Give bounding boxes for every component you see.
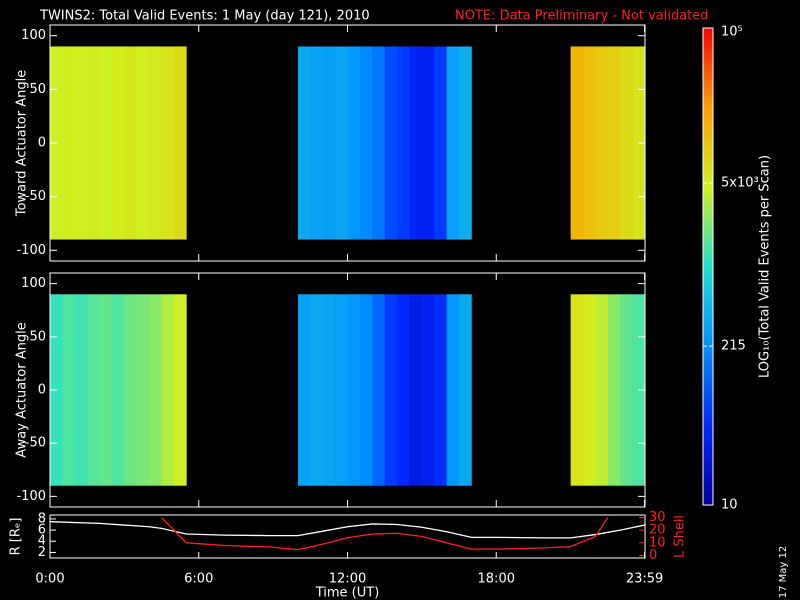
date-stamp: 17 May 12 [778,546,789,598]
heat-cell [347,294,361,486]
heat-cell [372,46,385,240]
heat-cell [620,294,633,486]
heat-cell [434,294,447,486]
heat-cell [409,46,423,240]
heat-cell [359,294,373,486]
heat-cell [322,46,336,240]
heat-cell [310,294,324,486]
title: TWINS2: Total Valid Events: 1 May (day 1… [39,9,370,24]
heat-cell [335,294,348,486]
heat-cell [583,46,596,240]
y-tick-label: 50 [29,82,46,97]
heat-cell [161,294,175,486]
note: NOTE: Data Preliminary - Not validated [455,9,709,24]
heat-cell [161,46,175,240]
heat-cell [607,294,621,486]
heat-cell [87,46,100,240]
x-tick-label: 12:00 [329,572,366,587]
colorbar-tick-label: 215 [721,339,746,354]
heat-cell [74,46,88,240]
heat-cell [570,46,584,240]
heat-cell [111,46,125,240]
heat-cell [607,46,621,240]
y-tick-label: 0 [38,136,46,151]
heat-cell [421,294,435,486]
colorbar [702,27,714,506]
x-tick-label: 0:00 [35,572,64,587]
heat-cell [409,294,423,486]
y-tick-label: 100 [21,276,46,291]
heat-cell [446,46,460,240]
y2-tick-label: 10 [649,535,666,550]
y-tick-label: 8 [38,511,46,526]
heat-cell [570,294,584,486]
heat-cell [136,294,150,486]
colorbar-label: LOG₁₀(Total Valid Events per Scan) [758,155,773,378]
heat-cell [149,294,162,486]
heat-cell [595,46,609,240]
heat-cell [620,46,633,240]
heat-cell [421,46,435,240]
y-tick-label: -50 [25,189,46,204]
heat-cell [384,294,398,486]
heat-cell [297,46,311,240]
x-axis-label: Time (UT) [315,586,380,600]
heat-cell [347,46,361,240]
heat-cell [397,294,410,486]
heat-cell [124,294,138,486]
heat-cell [583,294,596,486]
heat-cell [335,46,348,240]
heat-cell [149,46,162,240]
heat-cell [595,294,609,486]
heat-cell [459,294,472,486]
line-series [161,517,609,551]
heat-cell [322,294,336,486]
heat-cell [173,46,187,240]
heat-cell [62,294,76,486]
y-tick-label: 50 [29,329,46,344]
x-tick-label: 6:00 [184,572,213,587]
colorbar-tick-label: 5x10³ [721,176,759,191]
colorbar-tick-label: 10 [721,498,738,513]
y-axis-label: Toward Actuator Angle [15,70,30,217]
heat-cell [173,294,187,486]
heat-cell [397,46,410,240]
heat-cell [310,46,324,240]
y-tick-label: 6 [38,523,46,538]
y-tick-label: 2 [38,545,46,560]
y2-tick-label: 20 [649,523,666,538]
heat-cell [384,46,398,240]
heat-cell [434,46,447,240]
x-tick-label: 18:00 [478,572,515,587]
heat-cell [99,294,113,486]
heat-cell [297,294,311,486]
heat-cell [372,294,385,486]
heat-cell [62,46,76,240]
heat-cell [74,294,88,486]
heat-cell [459,46,472,240]
heat-cell [446,294,460,486]
heat-cell [99,46,113,240]
y-tick-label: 4 [38,534,46,549]
y-axis-label: R [Rₑ] [9,518,24,556]
line-series [49,521,646,539]
y-tick-label: 0 [38,383,46,398]
x-tick-label: 23:59 [626,572,663,587]
y2-tick-label: 30 [649,510,666,525]
y-axis-label: Away Actuator Angle [15,322,30,457]
y-tick-label: -100 [16,243,46,258]
y-tick-label: -100 [16,489,46,504]
heat-cell [136,46,150,240]
heat-cell [87,294,100,486]
y2-tick-label: 0 [649,548,657,563]
heat-cell [111,294,125,486]
y-tick-label: 100 [21,28,46,43]
heat-cell [359,46,373,240]
y2-axis-label: L Shell [673,515,688,558]
y-tick-label: -50 [25,436,46,451]
colorbar-tick-label: 10⁵ [721,25,743,40]
heat-cell [124,46,138,240]
